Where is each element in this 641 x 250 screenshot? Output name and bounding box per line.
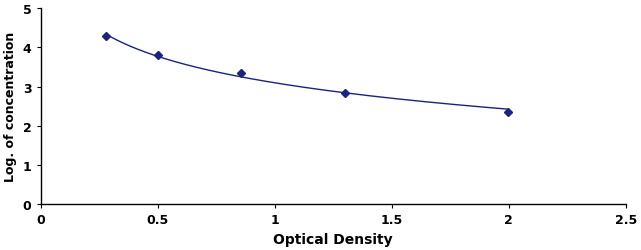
X-axis label: Optical Density: Optical Density [273, 232, 393, 246]
Y-axis label: Log. of concentration: Log. of concentration [4, 32, 17, 182]
